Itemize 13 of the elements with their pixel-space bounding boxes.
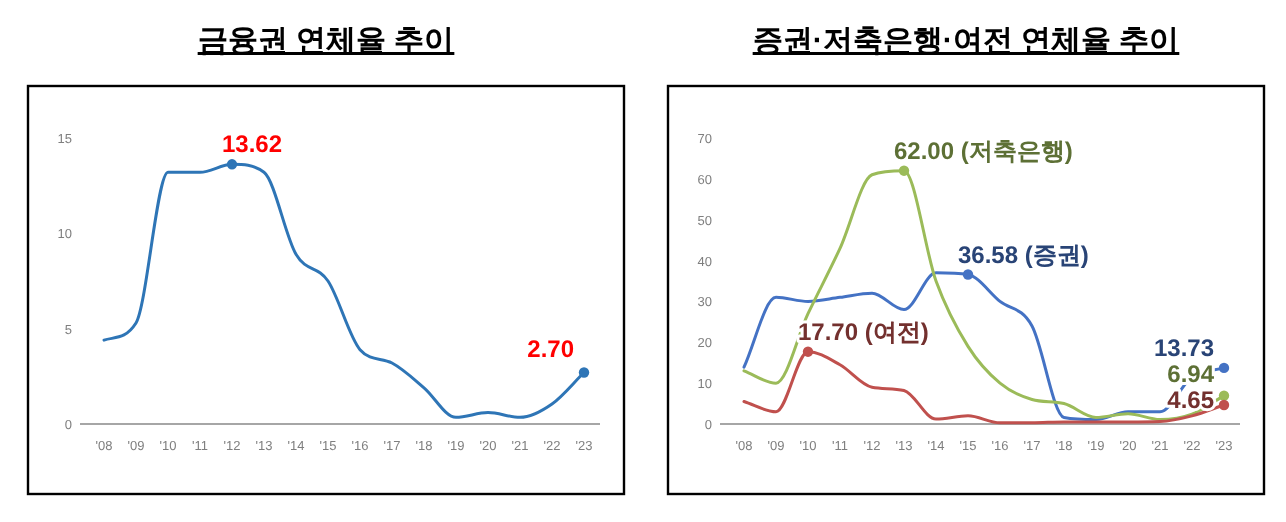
point	[1218, 390, 1230, 401]
chart-title: 금융권 연체율 추이	[197, 24, 455, 58]
point	[1218, 362, 1230, 374]
point	[898, 165, 910, 176]
annotation: 36.58 (증권)	[958, 240, 1089, 269]
chart-title: 증권·저축은행·여전 연체율 추이	[752, 24, 1180, 58]
annotation: 13.62	[222, 130, 283, 159]
annotation: 62.00 (저축은행)	[894, 136, 1073, 165]
point	[962, 269, 974, 280]
point	[802, 346, 814, 357]
annotation: 2.70	[527, 334, 575, 363]
annotation: 13.73	[1153, 333, 1215, 362]
point	[1218, 399, 1230, 411]
